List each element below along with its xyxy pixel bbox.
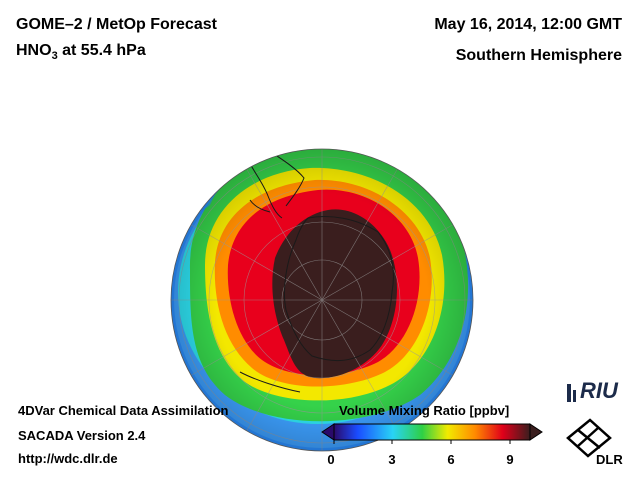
riu-logo: RIU [567, 378, 619, 403]
riu-logo-text: RIU [580, 378, 619, 403]
colorbar-tick: 6 [447, 452, 455, 467]
hemisphere-label: Southern Hemisphere [455, 47, 622, 64]
colorbar-gradient [333, 423, 531, 441]
forecast-datetime: May 16, 2014, 12:00 GMT [434, 16, 622, 33]
colorbar-max-arrow [529, 423, 543, 441]
colorbar-tick: 9 [506, 452, 514, 467]
colorbar-title: Volume Mixing Ratio [ppbv] [339, 403, 510, 418]
species-label: HNO3 at 55.4 hPa [16, 42, 146, 63]
map-title: GOME–2 / MetOp Forecast [16, 16, 217, 33]
hno3-field [171, 149, 473, 451]
colorbar-tick: 3 [388, 452, 396, 467]
footer-version: SACADA Version 2.4 [18, 428, 146, 443]
colorbar-tick: 0 [327, 452, 335, 467]
colorbar [321, 423, 543, 444]
footer-url[interactable]: http://wdc.dlr.de [18, 451, 118, 466]
dlr-logo-text: DLR [596, 452, 623, 467]
footer-method: 4DVar Chemical Data Assimilation [18, 403, 229, 418]
dlr-logo: DLR [566, 418, 623, 467]
